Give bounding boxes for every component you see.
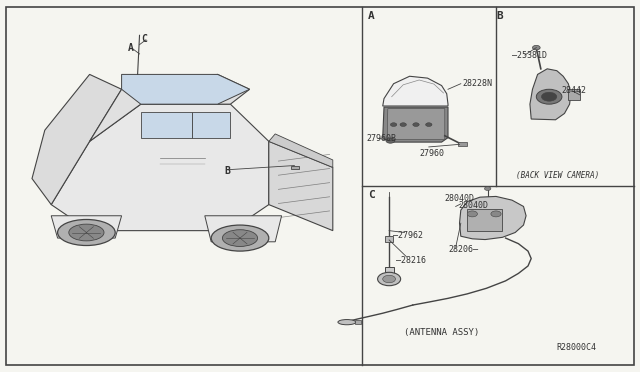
Text: C: C (368, 190, 375, 200)
Bar (467, 209, 502, 231)
Polygon shape (383, 107, 448, 142)
Circle shape (467, 211, 477, 217)
Polygon shape (51, 216, 122, 238)
Bar (458, 142, 467, 146)
Polygon shape (32, 74, 122, 205)
Circle shape (491, 211, 501, 217)
Circle shape (400, 123, 406, 126)
Bar (355, 320, 361, 324)
Circle shape (386, 138, 395, 143)
Ellipse shape (211, 225, 269, 251)
Text: R28000C4: R28000C4 (556, 343, 596, 352)
Circle shape (484, 187, 491, 190)
Circle shape (541, 92, 557, 101)
Text: A: A (368, 11, 375, 21)
Circle shape (390, 123, 397, 126)
Circle shape (378, 272, 401, 286)
Polygon shape (51, 104, 269, 231)
Polygon shape (141, 112, 192, 138)
Circle shape (536, 89, 562, 104)
Text: 28442: 28442 (562, 86, 587, 95)
Bar (291, 166, 299, 169)
Text: 27960: 27960 (419, 149, 444, 158)
Text: 28040D: 28040D (458, 201, 488, 210)
Circle shape (426, 123, 432, 126)
Circle shape (532, 45, 540, 50)
Ellipse shape (223, 230, 258, 247)
Polygon shape (269, 141, 333, 231)
Text: 28228N: 28228N (462, 79, 492, 88)
Polygon shape (192, 112, 230, 138)
Polygon shape (387, 109, 445, 140)
Polygon shape (383, 76, 448, 106)
Polygon shape (90, 74, 250, 141)
Text: —27962: —27962 (393, 231, 423, 240)
Text: B: B (224, 166, 230, 176)
Text: 27960B: 27960B (366, 134, 396, 143)
Circle shape (383, 275, 396, 283)
Polygon shape (205, 216, 282, 242)
Ellipse shape (338, 320, 356, 325)
Text: (BACK VIEW CAMERA): (BACK VIEW CAMERA) (516, 171, 600, 180)
Polygon shape (460, 196, 526, 240)
Bar (385, 236, 393, 242)
Text: A: A (128, 44, 134, 53)
Bar (385, 267, 394, 275)
Text: B: B (496, 11, 503, 21)
Ellipse shape (69, 224, 104, 241)
Ellipse shape (58, 219, 115, 246)
Text: (ANTENNA ASSY): (ANTENNA ASSY) (404, 328, 479, 337)
Text: —28216: —28216 (396, 256, 426, 265)
Polygon shape (269, 134, 333, 167)
Polygon shape (530, 69, 571, 120)
Text: 28206─: 28206─ (448, 245, 478, 254)
Polygon shape (122, 74, 250, 104)
Text: —25381D: —25381D (512, 51, 547, 60)
Text: 28040D: 28040D (444, 195, 474, 203)
Circle shape (413, 123, 419, 126)
Text: C: C (141, 34, 147, 44)
Bar (568, 89, 580, 100)
